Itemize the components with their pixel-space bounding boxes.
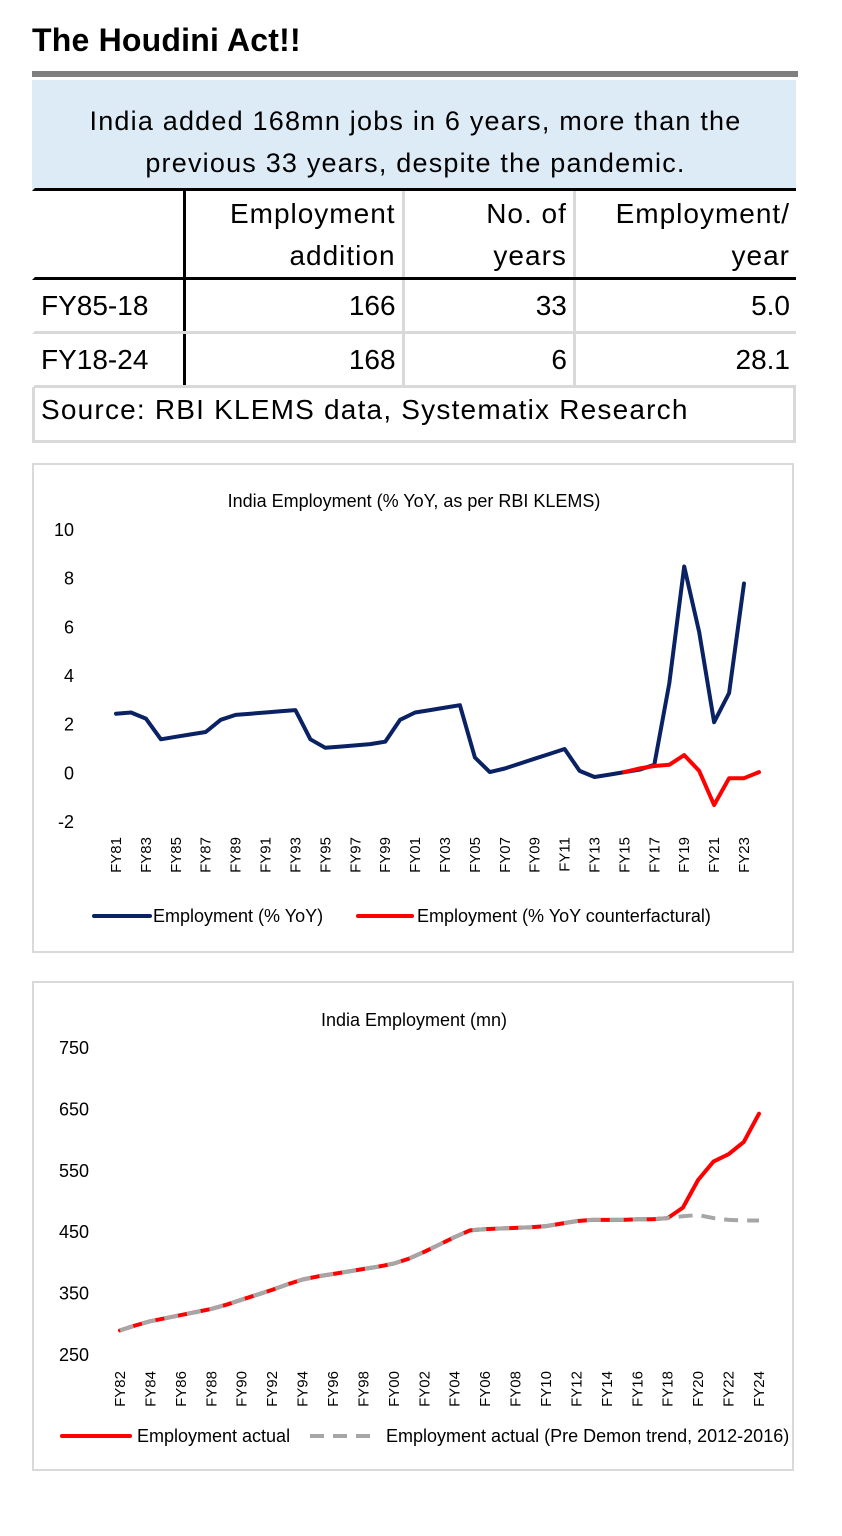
header-years-line-1: No. of (486, 198, 567, 229)
x-tick-label: FY86 (173, 1371, 190, 1407)
x-tick-label: FY09 (527, 837, 544, 873)
row-period: FY18-24 (35, 334, 187, 385)
chart-title: India Employment (% YoY, as per RBI KLEM… (228, 491, 601, 511)
y-tick-label: 650 (59, 1099, 89, 1119)
row-period: FY85-18 (35, 280, 187, 331)
chart-title: India Employment (mn) (321, 1010, 507, 1030)
x-tick-label: FY87 (198, 837, 215, 873)
x-tick-label: FY17 (646, 837, 663, 873)
series-line-1 (114, 564, 746, 779)
header-years-line-2: years (493, 240, 567, 271)
table-source: Source: RBI KLEMS data, Systematix Resea… (32, 388, 796, 443)
y-tick-label: 10 (54, 520, 74, 540)
headline-line-1: India added 168mn jobs in 6 years, more … (89, 106, 742, 136)
y-tick-label: 550 (59, 1161, 89, 1181)
x-tick-label: FY22 (721, 1371, 738, 1407)
x-tick-label: FY02 (416, 1371, 433, 1407)
row-years: 33 (405, 280, 576, 331)
y-tick-label: 450 (59, 1222, 89, 1242)
y-tick-label: 0 (64, 763, 74, 783)
header-cell-addition: Employment addition (186, 191, 405, 277)
x-tick-label: FY89 (228, 837, 245, 873)
table-row: FY85-18 166 33 5.0 (32, 280, 796, 334)
x-tick-label: FY98 (355, 1371, 372, 1407)
x-tick-label: FY04 (447, 1371, 464, 1407)
header-cell-period (35, 191, 187, 277)
x-tick-label: FY88 (203, 1371, 220, 1407)
x-tick-label: FY83 (138, 837, 155, 873)
x-tick-label: FY81 (108, 837, 125, 873)
x-tick-label: FY06 (477, 1371, 494, 1407)
row-per-year: 5.0 (751, 289, 790, 321)
y-tick-label: 250 (59, 1345, 89, 1365)
legend-label: Employment (% YoY) (153, 906, 323, 926)
x-tick-label: FY20 (690, 1371, 707, 1407)
x-tick-label: FY15 (616, 837, 633, 873)
page-title: The Houdini Act!! (32, 22, 301, 58)
row-addition: 166 (186, 280, 405, 331)
title-rule (32, 71, 798, 77)
table-headline: India added 168mn jobs in 6 years, more … (32, 80, 796, 191)
x-tick-label: FY03 (437, 837, 454, 873)
summary-table: India added 168mn jobs in 6 years, more … (32, 80, 796, 443)
series-line-2 (119, 1213, 759, 1333)
header-cell-years: No. of years (405, 191, 576, 277)
x-tick-label: FY10 (538, 1371, 555, 1407)
x-tick-label: FY16 (629, 1371, 646, 1407)
x-tick-label: FY92 (264, 1371, 281, 1407)
x-tick-label: FY23 (736, 837, 753, 873)
header-per-year-line-1: Employment/ (615, 198, 790, 229)
x-tick-label: FY96 (325, 1371, 342, 1407)
x-tick-label: FY05 (467, 837, 484, 873)
x-tick-label: FY94 (295, 1371, 312, 1407)
x-tick-label: FY97 (347, 837, 364, 873)
x-tick-label: FY99 (377, 837, 394, 873)
header-addition-line-1: Employment (229, 198, 396, 229)
headline-line-2: previous 33 years, despite the pandemic. (145, 148, 686, 178)
x-tick-label: FY85 (168, 837, 185, 873)
employment-yoy-chart-svg: India Employment (% YoY, as per RBI KLEM… (54, 491, 761, 926)
header-addition-line-2: addition (289, 240, 396, 271)
table-row: FY18-24 168 6 28.1 (32, 334, 796, 388)
legend-label: Employment actual (137, 1426, 290, 1446)
series-line-2 (622, 753, 761, 807)
x-tick-label: FY11 (557, 837, 574, 872)
header-cell-per-year: Employment/ year (576, 191, 796, 277)
y-tick-label: 750 (59, 1038, 89, 1058)
legend-label: Employment (% YoY counterfactural) (417, 906, 711, 926)
x-tick-label: FY93 (287, 837, 304, 873)
employment-mn-chart: India Employment (mn) 750 650 550 450 350 250 F… (32, 981, 794, 1471)
series-line-1 (118, 1111, 761, 1333)
row-years: 6 (405, 334, 576, 385)
x-tick-label: FY90 (234, 1371, 251, 1407)
x-tick-label: FY18 (660, 1371, 677, 1407)
table-header-row: Employment addition No. of years Employm… (32, 191, 796, 280)
x-tick-label: FY21 (706, 837, 723, 873)
y-tick-label: 6 (64, 617, 74, 637)
x-tick-label: FY08 (508, 1371, 525, 1407)
x-tick-label: FY01 (407, 837, 424, 873)
x-tick-label: FY12 (568, 1371, 585, 1407)
x-tick-label: FY07 (497, 837, 514, 873)
x-tick-label: FY82 (112, 1371, 129, 1407)
y-tick-label: 350 (59, 1284, 89, 1304)
y-tick-label: 4 (64, 666, 74, 686)
x-tick-label: FY14 (599, 1371, 616, 1407)
x-tick-label: FY24 (751, 1371, 768, 1407)
employment-yoy-chart: India Employment (% YoY, as per RBI KLEM… (32, 463, 794, 953)
row-per-year: 28.1 (735, 343, 791, 375)
y-tick-label: 2 (64, 715, 74, 735)
employment-mn-chart-svg: India Employment (mn) 750 650 550 450 350 250 F… (59, 1010, 789, 1446)
x-tick-label: FY84 (142, 1371, 159, 1407)
y-tick-label: 8 (64, 569, 74, 589)
x-tick-label: FY95 (317, 837, 334, 873)
row-addition: 168 (186, 334, 405, 385)
x-tick-label: FY00 (386, 1371, 403, 1407)
x-tick-label: FY91 (258, 837, 275, 873)
y-tick-label: -2 (58, 812, 74, 832)
header-per-year-line-2: year (731, 240, 790, 271)
legend-label: Employment actual (Pre Demon trend, 2012… (386, 1426, 789, 1446)
x-tick-label: FY13 (587, 837, 604, 873)
x-tick-label: FY19 (676, 837, 693, 873)
